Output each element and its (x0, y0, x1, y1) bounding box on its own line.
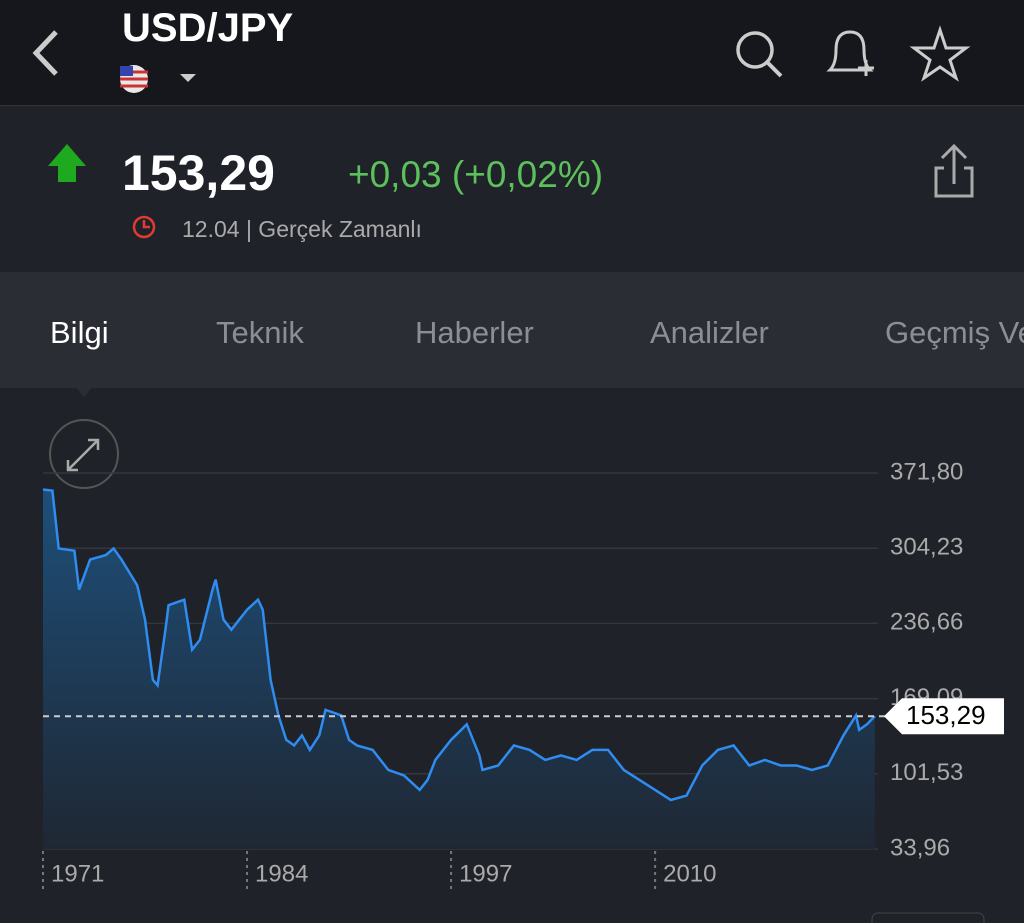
x-tick-label: 1984 (255, 860, 308, 887)
search-icon[interactable] (736, 31, 774, 69)
tab[interactable]: Bilgi (50, 315, 109, 350)
clock-icon (132, 215, 156, 239)
x-tick-label: 2010 (663, 860, 716, 887)
current-label: 153,29 (906, 700, 986, 730)
time: 12.04 | Gerçek Zamanlı (182, 216, 422, 242)
alert-icon[interactable] (826, 30, 874, 72)
tab[interactable]: Teknik (216, 315, 304, 350)
tab[interactable]: Analizler (650, 315, 769, 350)
tab[interactable]: Haberler (415, 315, 534, 350)
scroll-handle (871, 912, 985, 923)
x-tick-label: 1971 (51, 860, 104, 887)
header: USD/JPY (0, 0, 1024, 106)
change: +0,03 (+0,02%) (348, 154, 604, 195)
header-icons (32, 25, 971, 93)
price: 153,29 (122, 145, 275, 201)
y-tick-label: 33,96 (890, 834, 950, 861)
current-badge (884, 698, 1004, 735)
up-arrow (48, 144, 86, 182)
expand-button[interactable] (49, 419, 119, 489)
title: USD/JPY (122, 6, 294, 50)
tab-indicator (76, 388, 92, 398)
back-button[interactable] (32, 30, 58, 76)
share-icon[interactable] (934, 143, 974, 198)
dropdown[interactable] (180, 74, 196, 82)
y-tick-label: 304,23 (890, 534, 963, 561)
y-tick-label: 371,80 (890, 458, 963, 485)
y-tick-label: 236,66 (890, 609, 963, 636)
y-tick-label: 101,53 (890, 759, 963, 786)
area (43, 489, 875, 849)
line (42, 488, 876, 802)
tab-bar: Bilgi Teknik Haberler Analizler Geçmiş V… (0, 272, 1024, 388)
tab[interactable]: Geçmiş Veriler (885, 315, 1024, 350)
quote-icons (48, 143, 974, 239)
favorite-icon[interactable] (909, 25, 971, 82)
quote-panel: 153,29 +0,03 (+0,02%) 12.04 | Gerçek Zam… (0, 106, 1024, 272)
flag-canton (120, 66, 133, 76)
x-tick-label: 1997 (459, 860, 512, 887)
